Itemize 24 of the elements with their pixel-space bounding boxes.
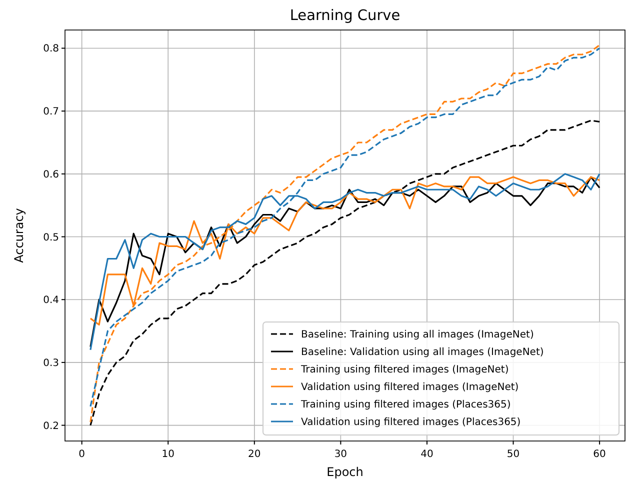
legend-label: Validation using filtered images (Places365) <box>301 417 521 428</box>
x-tick-label: 50 <box>506 449 520 460</box>
y-tick-label: 0.4 <box>43 295 59 306</box>
line-series <box>90 120 600 426</box>
x-tick-label: 20 <box>248 449 261 460</box>
x-tick-label: 0 <box>78 449 86 460</box>
legend-label: Baseline: Validation using all images (ImageNet) <box>301 347 544 358</box>
y-tick-label: 0.3 <box>43 358 59 369</box>
y-tick-label: 0.2 <box>43 420 59 432</box>
legend-label: Validation using filtered images (ImageNet) <box>301 382 519 393</box>
legend-label: Baseline: Training using all images (ImageNet) <box>301 330 534 340</box>
x-tick-label: 10 <box>162 449 174 460</box>
x-axis-title: Epoch <box>326 465 364 479</box>
x-tick-label: 40 <box>420 449 434 460</box>
y-tick-label: 0.7 <box>43 106 59 118</box>
y-tick-label: 0.5 <box>43 232 59 244</box>
y-tick-label: 0.8 <box>43 44 59 55</box>
x-tick-label: 60 <box>593 449 606 460</box>
x-tick-label: 30 <box>334 449 348 460</box>
legend-label: Training using filtered images (Places365) <box>300 400 511 410</box>
legend-label: Training using filtered images (ImageNet) <box>300 364 509 376</box>
y-axis-title: Accuracy <box>12 208 26 263</box>
chart-title: Learning Curve <box>290 8 400 24</box>
y-tick-label: 0.6 <box>43 169 59 180</box>
